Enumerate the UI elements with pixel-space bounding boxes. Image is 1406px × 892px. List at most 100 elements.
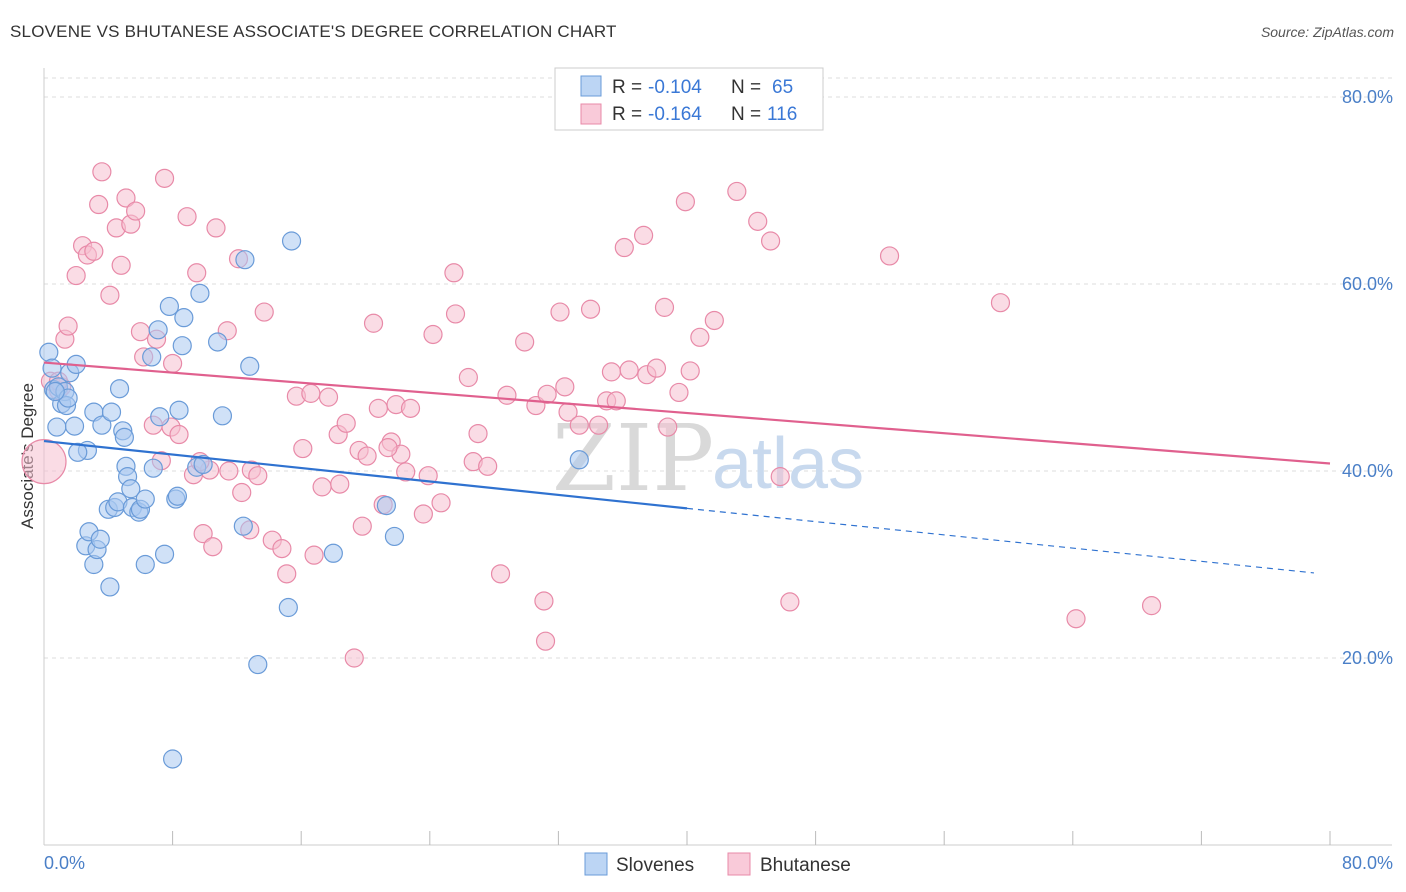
bhutanese-point (444, 263, 464, 283)
bhutanese-point (352, 516, 372, 536)
slovenes-points (39, 231, 589, 769)
legend-swatch-bhutanese (580, 103, 602, 125)
slovenes-point (142, 347, 162, 367)
bhutanese-point (537, 384, 557, 404)
slovenes-point (174, 308, 194, 328)
bhutanese-point (445, 304, 466, 324)
slovenes-point (100, 577, 120, 597)
bhutanese-point (154, 168, 175, 188)
slovenes-point (172, 336, 192, 356)
x-tick-label-min: 0.0% (44, 853, 85, 873)
bhutanese-point (330, 474, 350, 494)
bhutanese-point (277, 564, 297, 584)
slovenes-point (90, 529, 110, 549)
y-tick-label: 20.0% (1342, 648, 1393, 668)
bhutanese-point (580, 299, 601, 319)
series-legend: Slovenes Bhutanese (584, 852, 851, 876)
legend-r-value-bhutanese: -0.164 (648, 104, 702, 125)
bhutanese-point (272, 539, 292, 559)
slovenes-point (384, 526, 405, 547)
y-tick-label: 60.0% (1342, 274, 1393, 294)
bhutanese-point (669, 382, 689, 403)
slovenes-point (121, 479, 141, 499)
legend-n-value-slovenes: 65 (772, 77, 793, 98)
bhutanese-point (378, 438, 398, 458)
bhutanese-point (304, 545, 324, 565)
y-tick-label: 80.0% (1342, 87, 1393, 107)
bhutanese-point (490, 564, 511, 584)
bhutanese-point (748, 211, 768, 231)
bhutanese-point (614, 237, 634, 258)
bhutanese-point (534, 591, 554, 611)
bhutanese-point (187, 263, 207, 283)
legend-n-label-slovenes: N = (731, 77, 761, 98)
bhutanese-point (344, 648, 364, 668)
slovenes-point (163, 749, 183, 769)
slovenes-point (169, 400, 189, 420)
bhutanese-point (1066, 609, 1086, 629)
bhutanese-point (92, 162, 112, 182)
slovenes-point (323, 543, 343, 563)
bhutanese-point (336, 413, 356, 433)
slovenes-point (101, 402, 122, 422)
bhutanese-point (248, 466, 268, 486)
bhutanese-point (111, 255, 131, 275)
slovenes-point (159, 296, 179, 317)
slovenes-point (569, 450, 589, 470)
bhutanese-point (879, 246, 900, 266)
bhutanese-point (646, 358, 667, 378)
bhutanese-point (497, 385, 517, 405)
bhutanese-point (704, 310, 724, 331)
bhutanese-point (116, 188, 136, 208)
bhutanese-point (21, 439, 67, 485)
bhutanese-point (515, 332, 535, 352)
slovenes-point (92, 415, 112, 435)
bhutanese-point (413, 504, 433, 524)
bhutanese-point (357, 446, 377, 466)
correlation-legend: R = -0.104 N = 65 R = -0.164 N = 116 (554, 67, 824, 131)
bhutanese-point (293, 438, 313, 459)
bhutanese-point (770, 467, 790, 487)
bhutanese-point (177, 207, 197, 227)
legend-n-label-bhutanese: N = (731, 104, 761, 125)
slovenes-point (109, 379, 130, 399)
bhutanese-point (468, 424, 488, 444)
bhutanese-point (203, 537, 223, 557)
bhutanese-point (130, 322, 151, 342)
bhutanese-point (254, 302, 274, 322)
series-legend-swatch-bhutanese (727, 852, 751, 876)
bhutanese-point (232, 482, 252, 503)
y-tick-labels: 20.0% 40.0% 60.0% 80.0% (1342, 87, 1393, 668)
bhutanese-point (990, 293, 1011, 313)
slovenes-point (193, 454, 213, 475)
bhutanese-points (21, 162, 1162, 668)
legend-r-label-bhutanese: R = (612, 104, 642, 125)
series-legend-label-bhutanese: Bhutanese (760, 855, 851, 876)
bhutanese-point (633, 225, 654, 245)
bhutanese-point (680, 361, 700, 381)
trendlines (43, 361, 1331, 574)
slovenes-point (190, 283, 210, 303)
bhutanese-point (727, 181, 747, 202)
slovenes-point (148, 320, 168, 340)
bhutanese-point (89, 194, 109, 215)
slovenes-point (208, 332, 228, 352)
bhutanese-point (1141, 596, 1162, 616)
bhutanese-point (312, 477, 332, 497)
bhutanese-point (163, 353, 183, 374)
watermark-atlas: atlas (712, 424, 864, 504)
bhutanese-point (619, 360, 639, 380)
slovenes-trendline (43, 439, 688, 510)
bhutanese-point (588, 415, 609, 435)
bhutanese-point (169, 424, 189, 445)
bhutanese-point (601, 362, 622, 382)
bhutanese-point (126, 201, 146, 221)
y-tick-label: 40.0% (1342, 461, 1393, 481)
bhutanese-point (690, 327, 710, 347)
slovenes-point (68, 442, 88, 462)
slovenes-point (39, 342, 59, 362)
bhutanese-point (193, 524, 213, 544)
bhutanese-point (431, 493, 451, 513)
source-label: Source: ZipAtlas.com (1260, 24, 1394, 40)
